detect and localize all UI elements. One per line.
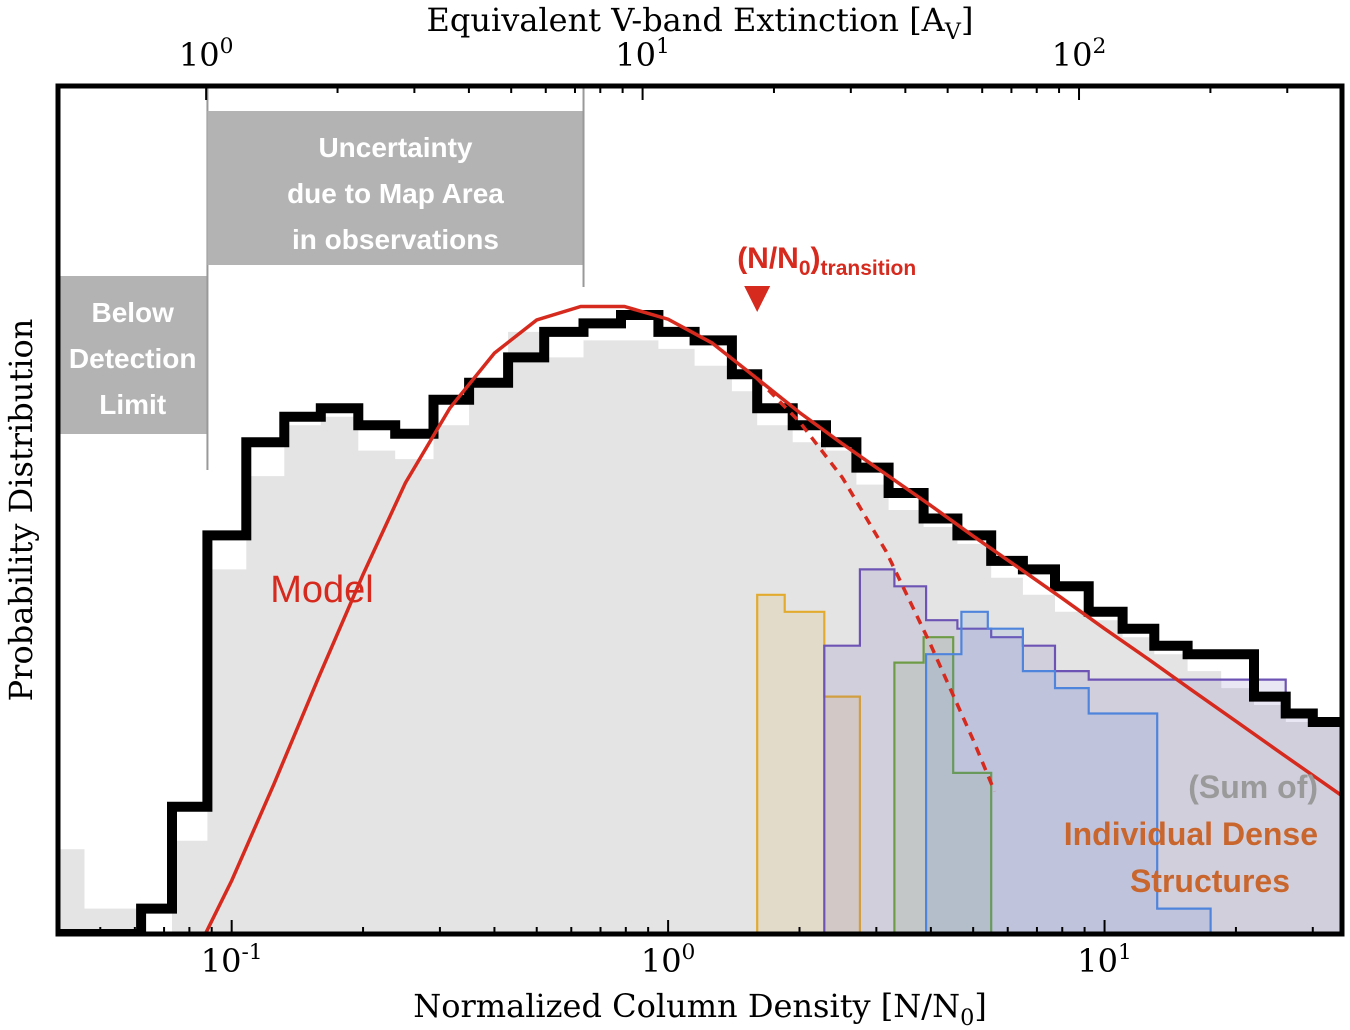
top-axis-label: Equivalent V-band Extinction [AV] bbox=[427, 1, 974, 45]
transition-label: (N/N0)transition bbox=[737, 242, 916, 280]
x-axis-label-text: Normalized Column Density [N/N bbox=[413, 987, 960, 1025]
transition-label-close: ) bbox=[811, 242, 821, 275]
below-detection-label: Below bbox=[91, 297, 174, 328]
bottom-tick-label: 100 bbox=[641, 940, 696, 980]
uncertainty-label: due to Map Area bbox=[287, 178, 504, 209]
top-axis-label-text: Equivalent V-band Extinction [A bbox=[427, 1, 946, 39]
top-axis-label-sub: V bbox=[944, 19, 962, 45]
top-tick-label-base: 10 bbox=[615, 36, 656, 74]
uncertainty-label: Uncertainty bbox=[318, 132, 472, 163]
transition-label-sub0: 0 bbox=[799, 257, 811, 280]
bottom-tick-label: 10-1 bbox=[201, 940, 263, 980]
bottom-tick-label-exp: -1 bbox=[241, 940, 262, 965]
structure-blue-fill bbox=[926, 611, 1211, 934]
structures-label: Structures bbox=[1130, 863, 1290, 899]
uncertainty-band bbox=[207, 111, 584, 265]
model-curve bbox=[203, 304, 1342, 934]
top-tick-label: 100 bbox=[179, 34, 234, 74]
model-lognormal-dashed bbox=[755, 377, 997, 793]
bottom-tick-label-exp: 1 bbox=[1118, 940, 1132, 965]
lines-layer bbox=[58, 304, 1342, 934]
top-axis-label-end: ] bbox=[961, 1, 973, 39]
x-axis-label-sub: 0 bbox=[960, 1005, 974, 1030]
structure-yellow-fill bbox=[757, 594, 860, 934]
bottom-tick-label-base: 10 bbox=[201, 942, 242, 980]
ticks-layer bbox=[57, 86, 1343, 934]
structure-green-fill bbox=[894, 637, 992, 934]
individual-dense-label: Individual Dense bbox=[1064, 816, 1318, 852]
top-tick-label-exp: 1 bbox=[656, 34, 670, 59]
x-axis-label: Normalized Column Density [N/N0] bbox=[413, 987, 987, 1030]
transition-label-sub: transition bbox=[821, 257, 917, 280]
plot-frame bbox=[55, 83, 1345, 937]
structures-layer bbox=[756, 568, 1342, 934]
top-tick-label: 102 bbox=[1052, 34, 1107, 74]
structure-blue-line bbox=[924, 610, 1212, 934]
transition-label-main: (N/N bbox=[737, 242, 799, 275]
transition-marker bbox=[744, 286, 771, 312]
x-axis-label-end: ] bbox=[974, 987, 986, 1025]
observed-pdf-line bbox=[58, 310, 1342, 934]
sum-structures-fill bbox=[648, 543, 1342, 934]
sum-of-label: (Sum of) bbox=[1188, 769, 1318, 805]
below-detection-band bbox=[58, 276, 208, 434]
annotation-bands-layer bbox=[58, 86, 585, 470]
uncertainty-label: in observations bbox=[292, 224, 499, 255]
bottom-tick-label-base: 10 bbox=[1077, 942, 1118, 980]
below-detection-label: Limit bbox=[99, 389, 166, 420]
bottom-tick-label-exp: 0 bbox=[682, 940, 696, 965]
top-tick-label-base: 10 bbox=[1052, 36, 1093, 74]
fill-layer bbox=[58, 331, 1342, 934]
model-label: Model bbox=[270, 569, 374, 611]
y-axis-label: Probability Distribution bbox=[2, 319, 40, 702]
top-tick-label-exp: 2 bbox=[1092, 34, 1106, 59]
bottom-tick-label: 101 bbox=[1077, 940, 1132, 980]
structure-yellow-line bbox=[756, 593, 862, 934]
bottom-tick-label-base: 10 bbox=[641, 942, 682, 980]
below-detection-label: Detection bbox=[69, 343, 197, 374]
top-tick-label: 101 bbox=[615, 34, 670, 74]
structure-green-line bbox=[893, 636, 993, 934]
top-tick-label-exp: 0 bbox=[220, 34, 234, 59]
top-tick-label-base: 10 bbox=[179, 36, 220, 74]
